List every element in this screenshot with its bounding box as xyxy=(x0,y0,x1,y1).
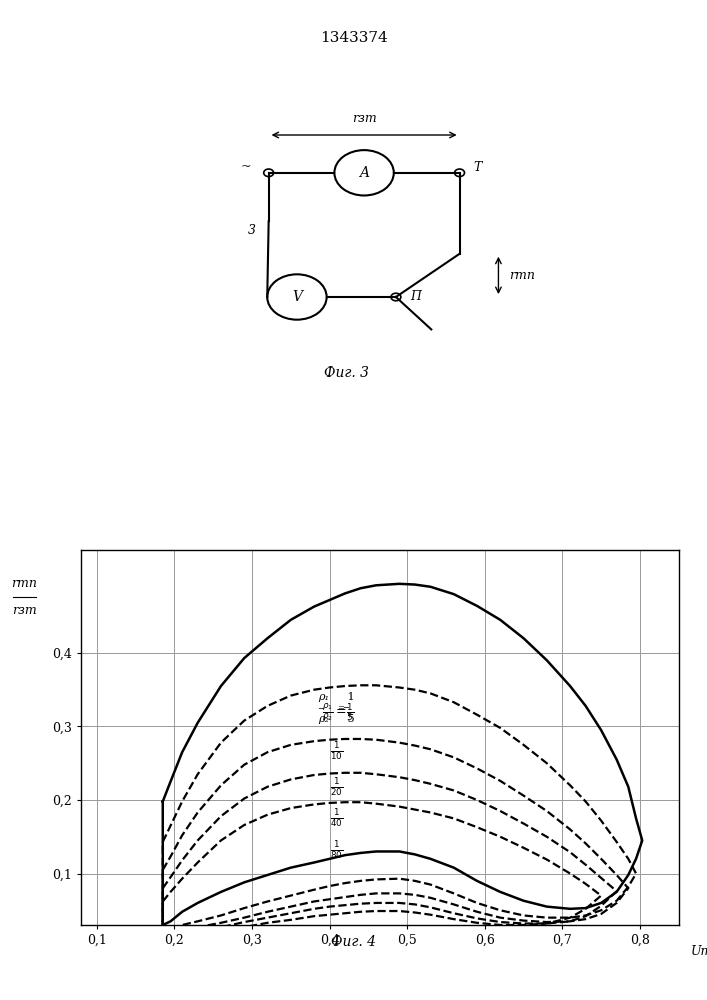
Text: ─: ─ xyxy=(318,704,323,712)
Text: ~: ~ xyxy=(240,160,251,173)
Text: ρ₁: ρ₁ xyxy=(318,692,329,702)
Text: rтп: rтп xyxy=(11,577,37,590)
Text: rтп: rтп xyxy=(509,269,535,282)
Text: 5: 5 xyxy=(337,714,355,724)
Text: 1343374: 1343374 xyxy=(320,31,387,45)
Text: $\frac{\rho_1}{\rho_2}=\!\frac{1}{5}$: $\frac{\rho_1}{\rho_2}=\!\frac{1}{5}$ xyxy=(322,701,354,723)
Circle shape xyxy=(264,169,274,177)
Text: $\frac{1}{10}$: $\frac{1}{10}$ xyxy=(329,740,343,762)
Text: Uтп/Uзт: Uтп/Uзт xyxy=(691,945,707,958)
Circle shape xyxy=(267,274,327,320)
Circle shape xyxy=(334,150,394,195)
Text: 1: 1 xyxy=(337,692,355,702)
Text: ρ₂: ρ₂ xyxy=(318,714,329,724)
Text: A: A xyxy=(359,166,369,180)
Text: rзт: rзт xyxy=(351,112,377,125)
Text: =─: =─ xyxy=(337,704,349,712)
Text: T: T xyxy=(474,161,482,174)
Text: Фиг. 4: Фиг. 4 xyxy=(331,935,376,949)
Text: $\frac{1}{20}$: $\frac{1}{20}$ xyxy=(329,776,343,798)
Text: П: П xyxy=(410,290,421,304)
Text: $\frac{1}{40}$: $\frac{1}{40}$ xyxy=(329,807,343,829)
Text: rзт: rзт xyxy=(12,603,37,616)
Text: $\frac{1}{80}$: $\frac{1}{80}$ xyxy=(329,839,343,861)
Text: 3: 3 xyxy=(248,224,256,237)
Circle shape xyxy=(391,293,401,301)
Text: Фиг. 3: Фиг. 3 xyxy=(324,366,369,380)
Circle shape xyxy=(455,169,464,177)
Text: V: V xyxy=(292,290,302,304)
